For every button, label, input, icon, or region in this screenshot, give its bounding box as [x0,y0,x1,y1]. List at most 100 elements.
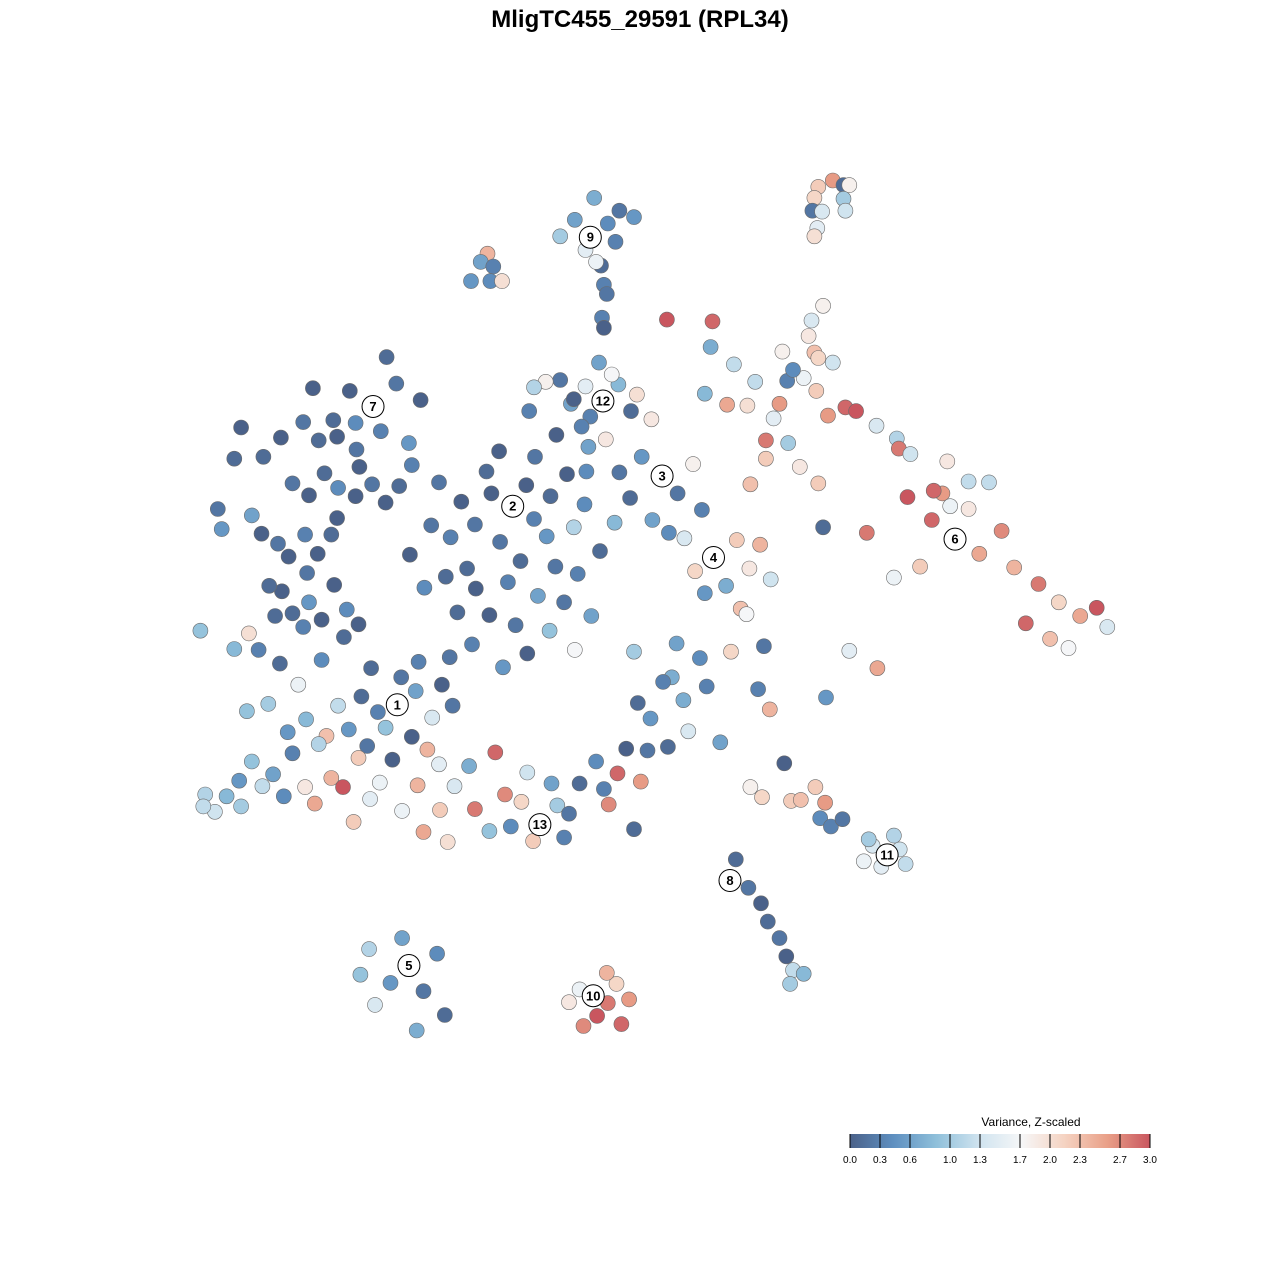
data-point [643,411,660,428]
data-point [270,535,286,552]
data-point [578,463,595,480]
data-point [226,641,243,657]
data-point [603,366,620,383]
data-point [912,558,928,575]
data-point [316,465,333,482]
cluster-badge [718,868,742,892]
data-point [244,753,260,770]
cluster-label-text: 11 [880,847,894,862]
data-point [338,601,355,618]
data-point [642,710,659,727]
data-point [668,635,685,652]
data-point [548,427,565,443]
data-point [538,528,555,545]
data-point [747,373,764,390]
data-point [453,493,470,510]
data-point [299,565,315,581]
data-point [239,703,255,720]
data-point [367,997,383,1013]
data-point [815,297,831,314]
data-point [611,464,628,481]
data-point [817,794,833,811]
data-point [362,791,378,807]
data-point [513,793,530,810]
data-point [1088,599,1105,616]
data-point [561,805,577,822]
data-point [431,474,447,491]
data-point [592,543,608,559]
data-point [467,516,483,533]
legend-color-bar [850,1134,1150,1148]
data-point [740,879,757,896]
cluster-label-text: 8 [726,873,733,888]
data-point [394,803,410,819]
data-point [439,834,456,850]
data-point [596,319,612,336]
cluster-badge [397,954,421,978]
data-point [583,608,600,624]
data-point [384,751,401,768]
data-point [1042,631,1058,647]
data-point [565,519,582,536]
data-point [815,519,831,536]
data-point [923,512,940,528]
data-point [785,362,801,378]
data-point [481,607,498,623]
data-point [301,594,317,611]
data-point [561,994,577,1011]
data-point [487,744,504,761]
data-point [310,432,327,449]
data-point [860,831,877,848]
data-point [500,574,516,591]
data-point [727,851,744,868]
data-point [449,604,466,621]
data-point [297,526,313,543]
data-point [702,339,719,355]
data-point [728,532,745,548]
data-point [423,517,440,534]
data-point [586,190,603,206]
data-point [692,650,708,666]
legend-ticks: 0.0 0.3 0.6 1.0 1.3 1.7 2.0 2.3 2.7 3.0 [843,1134,1157,1166]
data-point [284,605,301,622]
data-point [345,814,362,830]
legend-tick-label: 3.0 [1143,1155,1157,1166]
data-point [549,797,566,814]
data-point [993,523,1010,539]
data-point [416,579,433,596]
data-point [492,534,508,550]
data-point [478,463,495,480]
data-point [629,695,646,711]
data-point [361,941,377,957]
data-point [823,818,839,835]
data-point [741,560,758,577]
data-point [685,456,701,472]
cluster-label-text: 12 [596,394,610,409]
data-point [347,488,364,505]
data-point [491,443,507,460]
data-point [659,311,675,328]
cluster-label-9: 9 [578,225,602,249]
data-point [807,779,824,795]
data-point [742,779,759,795]
data-point [290,676,307,693]
cluster-label-2: 2 [501,494,525,518]
data-point [902,446,919,462]
data-point [364,476,380,493]
data-point [795,370,812,386]
data-point [795,965,812,982]
data-point [762,571,779,588]
legend-tick-label: 2.0 [1043,1155,1057,1166]
data-point [758,432,774,449]
cluster-badge [578,225,602,249]
data-point [547,558,564,575]
data-point [626,643,642,660]
data-point [352,966,369,983]
data-point [244,507,260,524]
data-point [806,228,823,245]
data-point [655,674,671,690]
data-point [350,616,367,633]
data-point [543,775,560,792]
data-point [814,203,830,220]
